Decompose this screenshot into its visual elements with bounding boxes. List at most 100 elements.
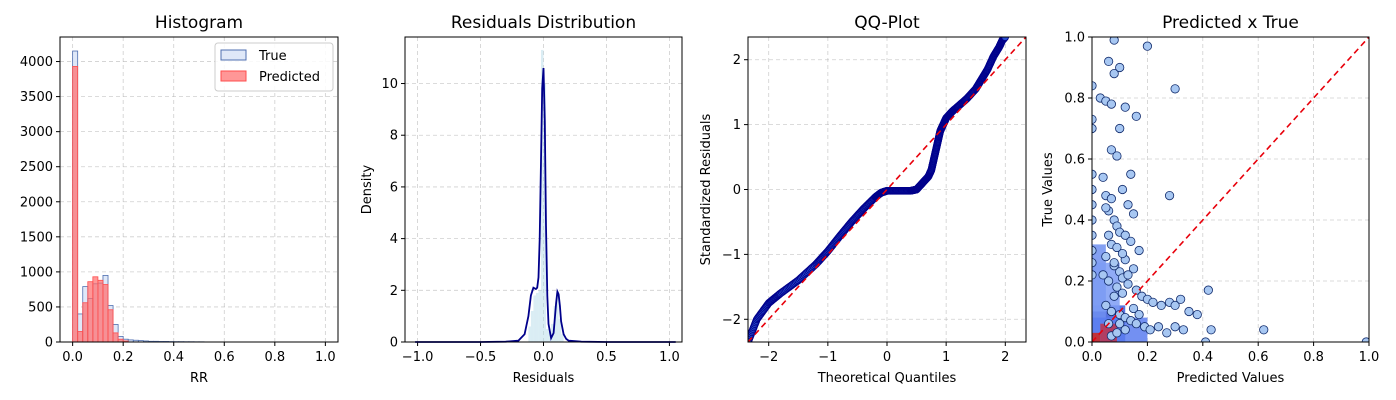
plot-frame [59, 36, 339, 343]
predicted-bar [87, 281, 94, 343]
scatter-point [1142, 41, 1153, 51]
residual-hist-bar [556, 292, 559, 342]
x-tick-label: 1.0 [315, 350, 336, 365]
x-tick-label: 0.6 [214, 350, 235, 365]
qq-points-layer [748, 37, 1026, 342]
y-tick-label: 3000 [20, 125, 53, 140]
x-axis-label: RR [190, 371, 208, 386]
y-tick-label: 6 [390, 180, 398, 195]
y-tick-label: 2000 [20, 195, 53, 210]
scatter-point [1117, 184, 1128, 195]
y-tick-label: 4000 [20, 55, 53, 70]
y-tick-label: 2 [390, 284, 398, 299]
residual-hist-bar [535, 292, 539, 342]
scatter-point [1128, 209, 1139, 219]
scatter-point [1126, 236, 1136, 246]
scatter-point [1170, 300, 1180, 310]
scatter-point [1131, 319, 1141, 329]
y-tick-label: 1000 [20, 265, 53, 280]
residual-hist-bar [551, 323, 554, 342]
scatter-point [1109, 291, 1119, 301]
predicted-bar [97, 279, 104, 343]
predicted-bar [112, 332, 119, 343]
y-tick-label: 10 [381, 77, 398, 92]
scatter-point [1170, 322, 1180, 332]
residual-hist-bar [528, 326, 531, 342]
y-tick-label: 0 [390, 336, 398, 351]
reference-line [1092, 37, 1369, 342]
predicted-bar [107, 309, 114, 343]
scatter-point [1148, 297, 1158, 307]
x-tick-label: −2 [759, 350, 778, 365]
scatter-point [1101, 203, 1111, 213]
predicted-bar [92, 276, 99, 343]
scatter-point [1192, 309, 1202, 320]
x-tick-label: 1.0 [659, 350, 680, 365]
predicted-bar [102, 284, 109, 343]
x-tick-label: 0.2 [113, 350, 134, 365]
residual-hist-bar [540, 49, 544, 342]
scatter-point [1131, 111, 1141, 121]
scatter-point [1120, 325, 1130, 335]
x-tick-label: −1.0 [402, 350, 434, 365]
residual-hist-bar [546, 329, 549, 342]
scatter-point [1134, 309, 1144, 320]
y-tick-label: 0 [733, 183, 741, 198]
plot-frame [1091, 36, 1370, 343]
chart-title: Predicted x True [1162, 13, 1299, 33]
scatter-point [1206, 325, 1216, 335]
scatter-point [1176, 294, 1186, 304]
scatter-point [1112, 282, 1122, 292]
x-tick-label: 0.8 [264, 350, 285, 365]
scatter-point [1106, 194, 1116, 204]
residual-hist-bar [533, 295, 536, 342]
y-tick-label: 0.4 [1064, 214, 1085, 229]
scatter-point [1170, 84, 1180, 94]
x-tick-label: 0.4 [163, 350, 184, 365]
x-axis-label: Predicted Values [1177, 371, 1285, 386]
x-axis-label: Theoretical Quantiles [817, 371, 957, 386]
scatter-point [1162, 328, 1172, 338]
scatter-point [1134, 245, 1144, 256]
y-tick-label: 0.2 [1064, 275, 1085, 290]
scatter-point [1164, 191, 1175, 201]
scatter-point [1112, 328, 1122, 338]
x-tick-label: 0.0 [1082, 350, 1103, 365]
residual-hist-bar [530, 310, 534, 342]
scatter-point [1106, 99, 1116, 109]
predicted-vs-true-panel: 0.0 0.2 0.4 0.6 0.8 1.0 0.0 0.2 0.4 0.6 0.8 1.0 Pred… [1041, 13, 1379, 386]
y-tick-label: 0.8 [1064, 92, 1085, 107]
scatter-point [1106, 306, 1116, 317]
residual-hist-bar [561, 334, 564, 342]
scatter-point [1109, 258, 1119, 268]
y-tick-label: 8 [390, 129, 398, 144]
x-tick-label: −0.5 [465, 350, 497, 365]
density-block [1092, 332, 1101, 342]
x-tick-label: 0.6 [1248, 350, 1269, 365]
scatter-point [1109, 37, 1119, 45]
x-tick-label: 0.5 [596, 350, 617, 365]
scatter-point [1098, 270, 1108, 280]
scatter-point [1145, 325, 1155, 335]
plot-frame [404, 36, 683, 343]
y-tick-label: 0.0 [1064, 336, 1085, 351]
predicted-bar [82, 302, 89, 343]
y-axis-label: Density [360, 164, 375, 214]
y-tick-label: −1 [722, 248, 741, 263]
scatter-point [1101, 300, 1111, 310]
scatter-point [1117, 248, 1128, 259]
predicted-bar [72, 66, 79, 343]
y-tick-label: 0 [45, 336, 53, 351]
qq-plot-panel: −2 −1 0 1 2 −2 −1 0 1 2 QQ-Plot Theoretical Quantil… [699, 13, 1027, 386]
scatter-point [1184, 306, 1194, 317]
y-tick-label: 1 [733, 118, 741, 133]
y-tick-label: 500 [28, 300, 53, 315]
x-tick-label: 0 [883, 350, 891, 365]
x-axis-label: Residuals [513, 371, 575, 386]
residuals-distribution-panel: −1.0 −0.5 0.0 0.5 1.0 0 2 4 6 8 10 Residuals Distri… [360, 13, 683, 386]
chart-title: Residuals Distribution [451, 13, 636, 33]
scatter-point [1109, 69, 1119, 79]
scatter-point [1156, 300, 1166, 310]
scatter-point [1128, 303, 1139, 314]
predicted-bar [77, 331, 84, 343]
